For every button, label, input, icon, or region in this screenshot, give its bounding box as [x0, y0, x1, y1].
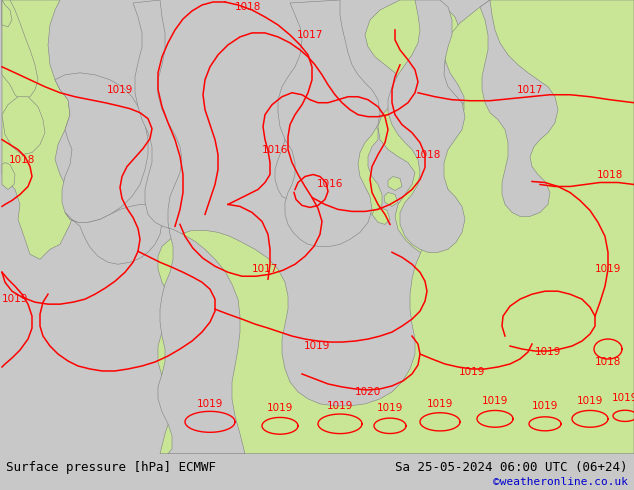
Polygon shape [342, 120, 382, 215]
Polygon shape [2, 163, 15, 190]
Polygon shape [331, 95, 345, 108]
Text: 1018: 1018 [597, 170, 623, 179]
Text: 1016: 1016 [317, 179, 343, 190]
Text: 1019: 1019 [197, 399, 223, 409]
Polygon shape [158, 0, 634, 454]
Text: Surface pressure [hPa] ECMWF: Surface pressure [hPa] ECMWF [6, 461, 216, 474]
Text: 1019: 1019 [535, 347, 561, 357]
Text: 1019: 1019 [377, 403, 403, 413]
Polygon shape [2, 0, 75, 259]
Text: ©weatheronline.co.uk: ©weatheronline.co.uk [493, 477, 628, 487]
Text: 1018: 1018 [415, 149, 441, 160]
Text: 1017: 1017 [297, 30, 323, 40]
Text: 1019: 1019 [612, 393, 634, 403]
Polygon shape [65, 204, 162, 264]
Polygon shape [2, 0, 38, 100]
Text: 1017: 1017 [517, 85, 543, 95]
Polygon shape [365, 0, 478, 258]
Text: 1019: 1019 [482, 396, 508, 406]
Polygon shape [133, 0, 245, 454]
Polygon shape [55, 73, 148, 222]
Polygon shape [388, 176, 402, 191]
Text: Sa 25-05-2024 06:00 UTC (06+24): Sa 25-05-2024 06:00 UTC (06+24) [395, 461, 628, 474]
Text: 1019: 1019 [327, 401, 353, 411]
Text: 1020: 1020 [355, 387, 381, 397]
Text: 1018: 1018 [595, 357, 621, 367]
Text: 1018: 1018 [9, 154, 36, 165]
Polygon shape [372, 207, 390, 224]
Text: 1019: 1019 [267, 403, 293, 413]
Polygon shape [314, 90, 330, 103]
Text: 1019: 1019 [532, 401, 558, 411]
Text: 1019: 1019 [304, 341, 330, 351]
Polygon shape [2, 0, 12, 27]
Polygon shape [275, 107, 330, 199]
Text: 1018: 1018 [235, 2, 261, 12]
Text: 1019: 1019 [107, 85, 133, 95]
Polygon shape [480, 0, 558, 217]
Polygon shape [290, 78, 305, 92]
Text: 1019: 1019 [427, 399, 453, 409]
Text: 1017: 1017 [252, 264, 278, 274]
Text: 1019: 1019 [577, 396, 603, 406]
Polygon shape [295, 93, 312, 105]
Text: 1019: 1019 [459, 367, 485, 377]
Text: 1019: 1019 [595, 264, 621, 274]
Polygon shape [348, 102, 362, 115]
Polygon shape [384, 193, 398, 206]
Text: 1019: 1019 [2, 294, 28, 304]
Text: 1016: 1016 [262, 145, 288, 154]
Polygon shape [278, 0, 380, 246]
Polygon shape [388, 0, 465, 252]
Polygon shape [2, 97, 45, 154]
